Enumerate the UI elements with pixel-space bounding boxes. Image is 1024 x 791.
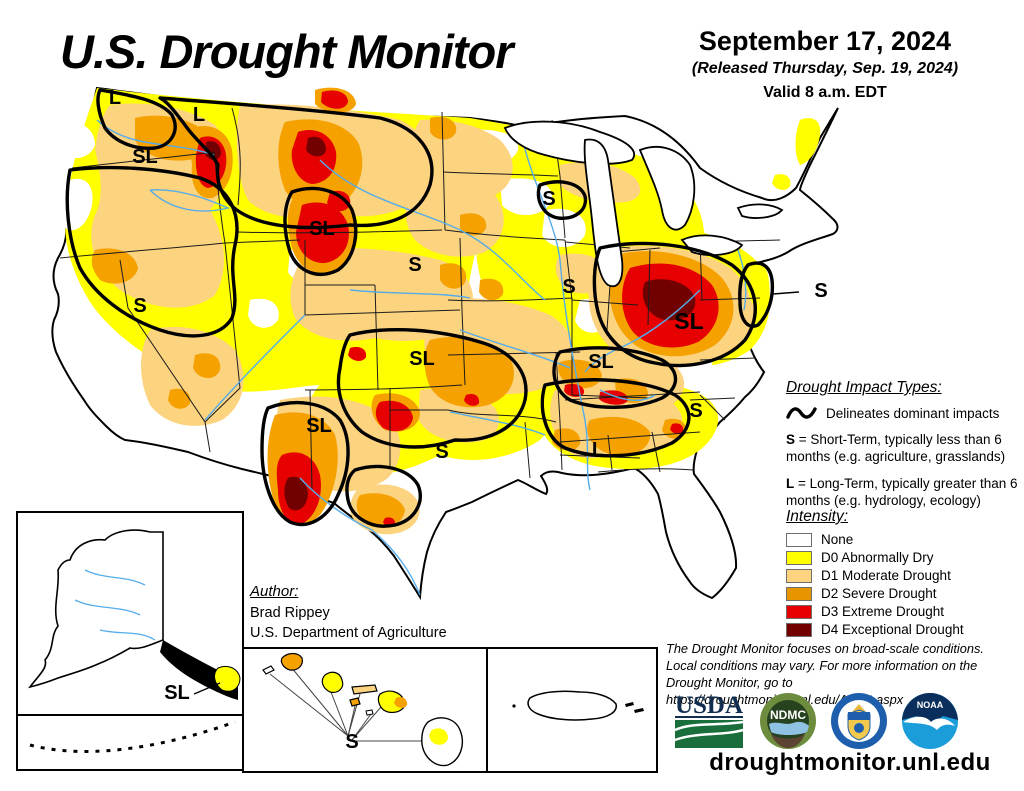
intensity-heading: Intensity: <box>786 508 849 525</box>
legend-row-d4: D4 Exceptional Drought <box>786 622 1024 637</box>
release-date: (Released Thursday, Sep. 19, 2024) <box>691 60 959 77</box>
impact-label: SL <box>164 682 190 704</box>
usda-logo: USDA <box>674 692 744 748</box>
noaa-logo: NOAA <box>902 693 958 749</box>
intensity-legend: Intensity: None D0 Abnormally Dry D1 Mod… <box>786 508 1024 640</box>
impact-legend-heading: Drought Impact Types: <box>786 379 942 396</box>
impact-label: SL <box>588 351 614 373</box>
impact-types-legend: Drought Impact Types: Delineates dominan… <box>786 379 1024 518</box>
state-borders <box>59 107 781 491</box>
impact-label: SL <box>409 348 435 370</box>
legend-row-d1: D1 Moderate Drought <box>786 568 1024 583</box>
ndmc-logo-text: NDMC <box>770 708 806 722</box>
impact-label: S <box>542 188 555 210</box>
legend-row-d0: D0 Abnormally Dry <box>786 550 1024 565</box>
valid-time: Valid 8 a.m. EDT <box>763 84 887 101</box>
impact-label: L <box>193 104 205 126</box>
leader-line-nj <box>772 291 800 295</box>
noaa-logo-text: NOAA <box>917 700 944 710</box>
hawaii-inset <box>242 647 488 773</box>
impact-label: S <box>689 400 702 422</box>
author-name: Brad Rippey <box>250 605 330 621</box>
impact-label: S <box>814 280 827 302</box>
impact-label: S <box>133 295 146 317</box>
aleutian-islands <box>29 720 236 753</box>
map-date: September 17, 2024 <box>698 26 952 56</box>
commerce-seal <box>831 693 887 749</box>
usda-logo-text: USDA <box>675 692 743 719</box>
legend-row-d3: D3 Extreme Drought <box>786 604 1024 619</box>
d4-areas <box>205 136 696 511</box>
leader-line-alaska <box>193 682 221 695</box>
alaska-d0-patch <box>214 665 241 692</box>
legend-swatch-d1 <box>786 568 812 583</box>
delineates-label: Delineates dominant impacts <box>826 405 1000 421</box>
long-term-key: L <box>786 475 795 491</box>
map-impact-labels: L L SL SL S S S S SL SL SL S SL S L S SL… <box>109 87 828 753</box>
impact-label: S <box>408 254 421 276</box>
author-block: Author: Brad Rippey U.S. Department of A… <box>250 583 447 645</box>
alaska-inset <box>16 511 244 771</box>
impact-label: S <box>345 731 358 753</box>
impact-label: SL <box>132 146 158 168</box>
legend-swatch-d2 <box>786 586 812 601</box>
ndmc-logo: NDMC <box>760 693 816 749</box>
impact-label: L <box>592 439 604 461</box>
impact-label: SL <box>306 415 332 437</box>
legend-row-none: None <box>786 532 1024 547</box>
short-term-key: S <box>786 432 796 447</box>
impact-label: SL <box>674 308 703 334</box>
impact-outlines <box>65 88 775 528</box>
impact-label: S <box>435 441 448 463</box>
author-org: U.S. Department of Agriculture <box>250 625 447 641</box>
drought-monitor-url[interactable]: droughtmonitor.unl.edu <box>709 749 991 776</box>
impact-label: L <box>109 87 121 109</box>
legend-swatch-d4 <box>786 622 812 637</box>
short-term-definition: S = Short-Term, typically less than 6 mo… <box>786 432 1006 465</box>
impact-label: SL <box>309 218 335 240</box>
legend-swatch-d3 <box>786 604 812 619</box>
impact-label: S <box>562 276 575 298</box>
legend-swatch-d0 <box>786 550 812 565</box>
puerto-rico-inset <box>486 647 658 773</box>
squiggle-icon <box>786 407 817 419</box>
disclaimer-text: The Drought Monitor focuses on broad-sca… <box>666 641 984 707</box>
alaska-outline <box>28 529 164 689</box>
legend-row-d2: D2 Severe Drought <box>786 586 1024 601</box>
date-block: September 17, 2024 (Released Thursday, S… <box>660 26 990 102</box>
great-lakes <box>503 120 784 288</box>
agency-logos: USDA NDMC NOAA <box>672 692 1012 750</box>
long-term-definition: L = Long-Term, typically greater than 6 … <box>786 475 1018 508</box>
author-heading: Author: <box>250 583 299 600</box>
page-title: U.S. Drought Monitor <box>60 25 514 78</box>
legend-swatch-none <box>786 532 812 547</box>
